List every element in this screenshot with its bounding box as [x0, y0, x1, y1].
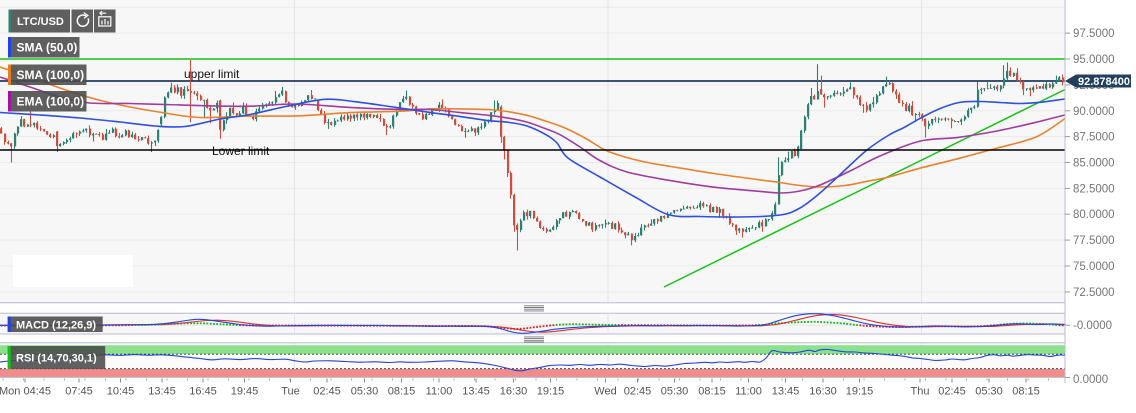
- svg-text:16:30: 16:30: [500, 386, 528, 398]
- svg-text:0.0000: 0.0000: [1073, 374, 1108, 386]
- svg-text:Thu: Thu: [911, 386, 930, 398]
- svg-text:16:30: 16:30: [809, 386, 837, 398]
- svg-text:08:15: 08:15: [388, 386, 416, 398]
- svg-text:72.5000: 72.5000: [1073, 287, 1115, 299]
- svg-text:13:45: 13:45: [148, 386, 176, 398]
- svg-text:77.5000: 77.5000: [1073, 235, 1115, 247]
- svg-text:10:45: 10:45: [107, 386, 135, 398]
- svg-text:02:45: 02:45: [624, 386, 652, 398]
- svg-text:95.0000: 95.0000: [1073, 54, 1115, 66]
- svg-text:SMA (100,0): SMA (100,0): [17, 68, 85, 82]
- svg-text:11:00: 11:00: [735, 386, 762, 398]
- svg-text:Mon 04:45: Mon 04:45: [0, 386, 51, 398]
- svg-text:92.878400: 92.878400: [1078, 76, 1130, 88]
- svg-text:97.5000: 97.5000: [1073, 28, 1115, 40]
- svg-text:19:15: 19:15: [846, 386, 874, 398]
- svg-text:05:30: 05:30: [661, 386, 689, 398]
- svg-text:08:15: 08:15: [698, 386, 726, 398]
- svg-text:05:30: 05:30: [975, 386, 1003, 398]
- svg-text:Wed: Wed: [594, 386, 616, 398]
- svg-text:02:45: 02:45: [313, 386, 341, 398]
- svg-text:82.5000: 82.5000: [1073, 183, 1115, 195]
- svg-text:RSI (14,70,30,1): RSI (14,70,30,1): [16, 353, 97, 365]
- svg-text:80.0000: 80.0000: [1073, 209, 1115, 221]
- svg-text:87.5000: 87.5000: [1073, 132, 1115, 144]
- svg-text:08:15: 08:15: [1012, 386, 1040, 398]
- svg-text:13:45: 13:45: [462, 386, 490, 398]
- svg-text:19:15: 19:15: [537, 386, 565, 398]
- svg-text:MACD (12,26,9): MACD (12,26,9): [16, 320, 96, 332]
- svg-text:07:45: 07:45: [65, 386, 93, 398]
- svg-text:16:45: 16:45: [189, 386, 217, 398]
- svg-text:LTC/USD: LTC/USD: [17, 16, 64, 28]
- svg-text:13:45: 13:45: [772, 386, 800, 398]
- svg-text:Lower limit: Lower limit: [212, 144, 270, 158]
- svg-text:85.0000: 85.0000: [1073, 158, 1115, 170]
- svg-text:Tue: Tue: [281, 386, 300, 398]
- svg-text:11:00: 11:00: [426, 386, 453, 398]
- svg-text:75.0000: 75.0000: [1073, 261, 1115, 273]
- svg-text:90.0000: 90.0000: [1073, 106, 1115, 118]
- svg-text:05:30: 05:30: [351, 386, 379, 398]
- svg-text:upper limit: upper limit: [184, 67, 240, 81]
- svg-text:19:45: 19:45: [231, 386, 259, 398]
- svg-text:02:45: 02:45: [938, 386, 966, 398]
- svg-text:SMA (50,0): SMA (50,0): [17, 41, 78, 55]
- svg-text:EMA (100,0): EMA (100,0): [17, 95, 85, 109]
- svg-text:-0.0000: -0.0000: [1073, 320, 1112, 332]
